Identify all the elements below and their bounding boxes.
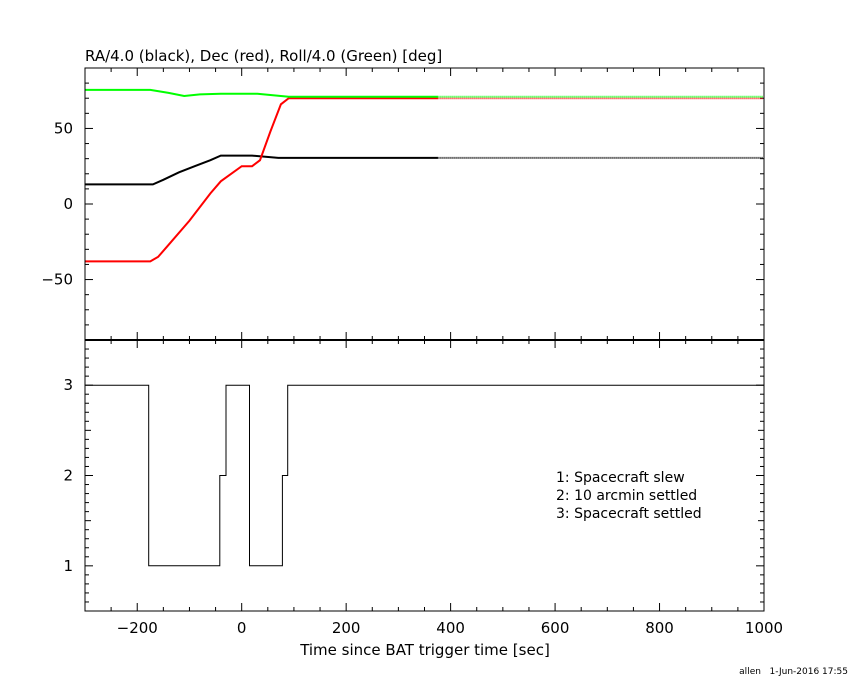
x-tick-label: 600 [541, 619, 570, 637]
y-tick-label: 50 [54, 119, 73, 137]
x-tick-label: −200 [117, 619, 158, 637]
series-line-2 [85, 88, 438, 98]
x-tick-label: 0 [237, 619, 247, 637]
top-panel-ticks [84, 68, 765, 340]
legend-note-settled: 3: Spacecraft settled [556, 506, 702, 522]
legend-note-10-arcmin: 2: 10 arcmin settled [556, 488, 697, 504]
x-tick-label: 1000 [745, 619, 783, 637]
top-y-tick-labels: −50 0 50 [41, 119, 73, 288]
y-tick-label: −50 [41, 271, 73, 289]
status-step-line [85, 384, 764, 567]
y-tick-label: 0 [63, 195, 73, 213]
bottom-panel-series [85, 384, 764, 567]
series-line-0 [85, 154, 438, 186]
y-tick-label: 2 [63, 467, 73, 485]
x-tick-labels: −200 0 200 400 600 800 1000 [117, 619, 783, 637]
x-tick-label: 800 [645, 619, 674, 637]
top-panel-series [85, 88, 764, 263]
x-tick-label: 200 [332, 619, 361, 637]
x-tick-label: 400 [436, 619, 465, 637]
x-axis-label: Time since BAT trigger time [sec] [299, 641, 550, 659]
chart-title: RA/4.0 (black), Dec (red), Roll/4.0 (Gre… [85, 47, 442, 65]
y-tick-label: 3 [63, 376, 73, 394]
series-line-1 [85, 97, 438, 263]
legend-note-slew: 1: Spacecraft slew [556, 470, 685, 486]
top-panel-frame [84, 67, 765, 341]
footer-stamp: allen 1-Jun-2016 17:55 [739, 667, 848, 677]
y-tick-label: 1 [63, 557, 73, 575]
bottom-y-tick-labels: 1 2 3 [63, 376, 73, 575]
